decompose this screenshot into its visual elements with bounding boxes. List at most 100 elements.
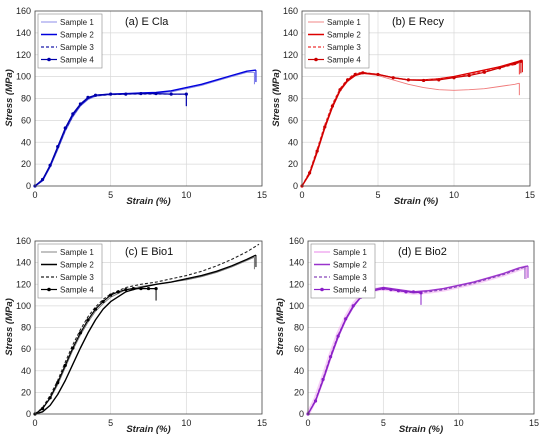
series-group <box>33 69 257 188</box>
series-point <box>78 102 82 106</box>
x-tick-label: 10 <box>181 190 191 200</box>
y-tick-label: 100 <box>289 301 304 311</box>
series-point <box>56 145 60 149</box>
y-tick-label: 80 <box>21 323 31 333</box>
y-tick-label: 100 <box>16 72 31 82</box>
series-point <box>40 177 45 182</box>
y-tick-label: 80 <box>21 94 31 104</box>
legend-label-3: Sample 3 <box>327 43 361 52</box>
legend-marker <box>47 57 51 62</box>
y-tick-label: 120 <box>283 50 298 60</box>
y-tick-label: 80 <box>288 94 298 104</box>
x-tick-label: 10 <box>181 418 191 428</box>
y-tick-label: 40 <box>294 366 304 376</box>
y-tick-label: 120 <box>16 279 31 289</box>
axes-frame <box>34 10 263 187</box>
series-group <box>33 243 260 416</box>
legend: Sample 1 Sample 2 Sample 3 Sample 4 <box>304 13 370 69</box>
y-tick-label: 140 <box>16 28 31 38</box>
series-point <box>389 288 393 292</box>
y-tick-label: 160 <box>283 6 298 16</box>
legend-label-2: Sample 2 <box>327 31 361 40</box>
panel-label: (b) E Recy <box>392 16 444 28</box>
legend: Sample 1 Sample 2 Sample 3 Sample 4 <box>37 13 103 69</box>
series-line-1 <box>34 256 255 415</box>
series-point <box>452 76 456 80</box>
legend-marker <box>314 57 318 62</box>
y-tick-label: 160 <box>289 236 304 246</box>
series-point <box>513 61 517 66</box>
axes-frame <box>34 240 263 415</box>
series-point <box>86 95 90 100</box>
legend-label-1: Sample 1 <box>333 248 367 257</box>
series-point <box>48 163 52 167</box>
y-tick-label: 60 <box>288 115 298 125</box>
y-tick-label: 60 <box>21 344 31 354</box>
y-tick-label: 0 <box>26 409 31 419</box>
series-point <box>315 149 319 153</box>
y-tick-label: 20 <box>288 159 298 169</box>
axes-frame <box>307 240 535 415</box>
series-point <box>109 92 113 96</box>
x-tick-label: 10 <box>449 190 459 200</box>
series-point <box>86 318 90 322</box>
series-point <box>338 88 342 92</box>
series-point <box>323 125 327 129</box>
series-point <box>313 399 318 403</box>
series-point <box>329 355 333 359</box>
legend-label-3: Sample 3 <box>333 273 367 282</box>
x-tick-label: 0 <box>32 190 37 200</box>
y-tick-label: 120 <box>16 50 31 60</box>
legend-label-1: Sample 1 <box>327 18 361 27</box>
series-line-3 <box>34 243 260 415</box>
x-tick-label: 0 <box>305 418 310 428</box>
series-point <box>361 71 365 75</box>
chart-panel-4: 0 5 10 15 0 20 40 60 80 100 120 140 160 Strain (%) Str… <box>275 236 539 435</box>
y-axis-label: Stress (MPa) <box>275 298 286 356</box>
legend-label-3: Sample 3 <box>60 43 94 52</box>
legend: Sample 1 Sample 2 Sample 3 Sample 4 <box>310 243 376 299</box>
y-tick-label: 40 <box>21 137 31 147</box>
series-point <box>93 93 98 97</box>
x-tick-label: 0 <box>32 418 37 428</box>
series-point <box>437 78 441 82</box>
legend-label-2: Sample 2 <box>60 31 94 40</box>
legend-label-3: Sample 3 <box>60 273 94 282</box>
x-tick-label: 15 <box>525 190 535 200</box>
series-point <box>71 346 75 350</box>
x-axis-label: Strain (%) <box>126 196 170 207</box>
y-tick-label: 100 <box>16 301 31 311</box>
series-group <box>300 59 523 188</box>
legend-label-2: Sample 2 <box>333 261 367 270</box>
series-point <box>56 381 60 385</box>
series-point <box>124 92 128 96</box>
x-tick-label: 5 <box>381 418 386 428</box>
series-point <box>467 73 471 78</box>
legend: Sample 1 Sample 2 Sample 3 Sample 4 <box>37 243 103 299</box>
series-point <box>391 76 395 80</box>
series-point <box>146 286 151 291</box>
x-axis-label: Strain (%) <box>394 196 438 207</box>
series-point <box>344 317 348 321</box>
legend-label-1: Sample 1 <box>60 18 94 27</box>
series-point <box>482 70 486 74</box>
legend-label-4: Sample 4 <box>327 56 361 65</box>
x-tick-label: 15 <box>257 418 267 428</box>
x-tick-label: 5 <box>108 190 113 200</box>
x-tick-label: 5 <box>375 190 380 200</box>
y-tick-label: 100 <box>283 72 298 82</box>
y-tick-label: 0 <box>299 409 304 419</box>
y-tick-label: 60 <box>21 115 31 125</box>
legend-label-4: Sample 4 <box>60 286 94 295</box>
x-tick-label: 15 <box>529 418 539 428</box>
x-tick-label: 0 <box>299 190 304 200</box>
y-tick-label: 140 <box>283 28 298 38</box>
axes-frame <box>301 10 531 187</box>
series-point <box>346 78 350 82</box>
y-tick-label: 20 <box>294 387 304 397</box>
series-point <box>330 104 334 108</box>
legend-marker <box>47 287 51 292</box>
x-tick-label: 15 <box>257 190 267 200</box>
series-point <box>498 66 502 70</box>
